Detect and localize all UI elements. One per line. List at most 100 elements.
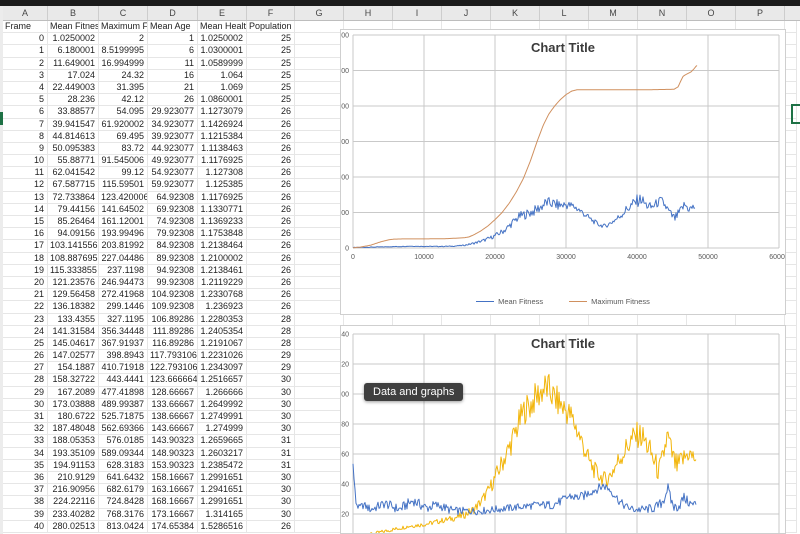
cell[interactable]: 32	[3, 423, 48, 436]
series-series-blue[interactable]	[352, 463, 697, 516]
cell[interactable]	[785, 155, 797, 168]
cell[interactable]: 25	[3, 337, 48, 351]
cell[interactable]: 21	[3, 289, 48, 302]
cell[interactable]: 44.923077	[148, 142, 198, 156]
cell[interactable]	[295, 240, 344, 253]
cell[interactable]	[785, 386, 797, 399]
cell[interactable]: 14	[3, 203, 48, 216]
cell[interactable]: 35	[3, 459, 48, 472]
column-header-E[interactable]: E	[198, 6, 247, 20]
cell[interactable]: 272.41968	[99, 289, 148, 302]
cell[interactable]	[785, 496, 797, 509]
cell[interactable]: 26	[247, 216, 295, 229]
cell[interactable]: 8	[3, 130, 48, 143]
cell[interactable]: 1.2138461	[198, 264, 247, 277]
cell[interactable]	[295, 459, 344, 472]
cell[interactable]: 26	[247, 106, 295, 119]
cell[interactable]	[295, 496, 344, 509]
cell[interactable]	[540, 313, 589, 326]
cell[interactable]	[295, 398, 344, 411]
cell[interactable]: 67.587715	[48, 179, 99, 192]
cell[interactable]: 141.64502	[99, 203, 148, 216]
cell[interactable]: 1.2385472	[198, 459, 247, 472]
cell[interactable]: 7	[3, 118, 48, 131]
cell[interactable]: 55.88771	[48, 155, 99, 168]
cell[interactable]: 91.545006	[99, 155, 148, 168]
cell[interactable]: 20	[3, 276, 48, 290]
cell[interactable]: 44.814613	[48, 130, 99, 143]
cell[interactable]: 26	[148, 94, 198, 107]
cell[interactable]	[785, 203, 797, 216]
cell[interactable]	[295, 289, 344, 302]
cell[interactable]: 158.16667	[148, 471, 198, 485]
cell[interactable]: 1.125385	[198, 179, 247, 192]
cell[interactable]: 11	[3, 167, 48, 180]
cell[interactable]	[295, 155, 344, 168]
cell[interactable]: 2	[99, 33, 148, 46]
cell[interactable]: 128.66667	[148, 386, 198, 399]
column-header-A[interactable]: A	[3, 6, 48, 20]
column-header-B[interactable]: B	[48, 6, 99, 20]
cell[interactable]: 6.180001	[48, 45, 99, 58]
series-series-yellow[interactable]	[353, 373, 697, 533]
cell[interactable]: 246.94473	[99, 276, 148, 290]
cell[interactable]: 31	[247, 435, 295, 448]
cell[interactable]	[785, 398, 797, 411]
cell[interactable]: 641.6432	[99, 471, 148, 485]
cell[interactable]: 8.5199995	[99, 45, 148, 58]
cell[interactable]: 29	[3, 386, 48, 399]
cell[interactable]	[393, 313, 442, 326]
cell[interactable]	[295, 191, 344, 204]
cell[interactable]	[785, 350, 797, 363]
cell[interactable]	[785, 301, 797, 314]
cell[interactable]: 25	[247, 57, 295, 70]
cell[interactable]	[785, 264, 797, 277]
cell[interactable]: 356.34448	[99, 325, 148, 338]
cell[interactable]: 143.66667	[148, 423, 198, 436]
cell[interactable]: 19	[3, 264, 48, 277]
cell[interactable]	[295, 435, 344, 448]
cell[interactable]: 1.1330771	[198, 203, 247, 216]
cell[interactable]: 23	[3, 313, 48, 326]
cell[interactable]	[295, 69, 344, 82]
cell[interactable]: 6	[148, 45, 198, 58]
cell[interactable]: 133.4355	[48, 313, 99, 326]
cell[interactable]: 50.095383	[48, 142, 99, 156]
cell[interactable]: 153.90323	[148, 459, 198, 472]
column-header-M[interactable]: M	[589, 6, 638, 20]
cell[interactable]: 121.23576	[48, 276, 99, 290]
cell[interactable]: 1.314165	[198, 508, 247, 521]
cell[interactable]: 398.8943	[99, 350, 148, 363]
cell[interactable]	[785, 216, 797, 229]
cell[interactable]	[295, 411, 344, 424]
cell[interactable]: 0	[3, 33, 48, 46]
cell[interactable]: 122.793106	[148, 362, 198, 375]
cell[interactable]: 1.266666	[198, 386, 247, 399]
cell[interactable]: 79.92308	[148, 228, 198, 241]
cell[interactable]: 1.0250002	[48, 33, 99, 46]
cell[interactable]: 26	[247, 118, 295, 131]
cell[interactable]	[295, 337, 344, 351]
cell[interactable]: 72.733864	[48, 191, 99, 204]
cell[interactable]	[687, 313, 736, 326]
cell[interactable]	[785, 508, 797, 521]
cell[interactable]	[785, 130, 797, 143]
cell[interactable]	[295, 484, 344, 497]
cell[interactable]: 62.041542	[48, 167, 99, 180]
cell[interactable]	[344, 313, 393, 326]
cell[interactable]: 31	[247, 447, 295, 460]
cell[interactable]: 1.1176925	[198, 191, 247, 204]
cell[interactable]: 30	[247, 471, 295, 485]
cell[interactable]: 79.44156	[48, 203, 99, 216]
cell[interactable]: 1.1273079	[198, 106, 247, 119]
cell[interactable]	[295, 350, 344, 363]
cell[interactable]: 26	[247, 228, 295, 241]
cell[interactable]: 1.2231026	[198, 350, 247, 363]
cell[interactable]	[295, 45, 344, 58]
cell[interactable]: 1.2100002	[198, 252, 247, 265]
cell[interactable]	[295, 301, 344, 314]
cell[interactable]: 168.16667	[148, 496, 198, 509]
cell[interactable]: 1.2749991	[198, 411, 247, 424]
cell[interactable]	[295, 313, 344, 326]
cell[interactable]: 224.22116	[48, 496, 99, 509]
